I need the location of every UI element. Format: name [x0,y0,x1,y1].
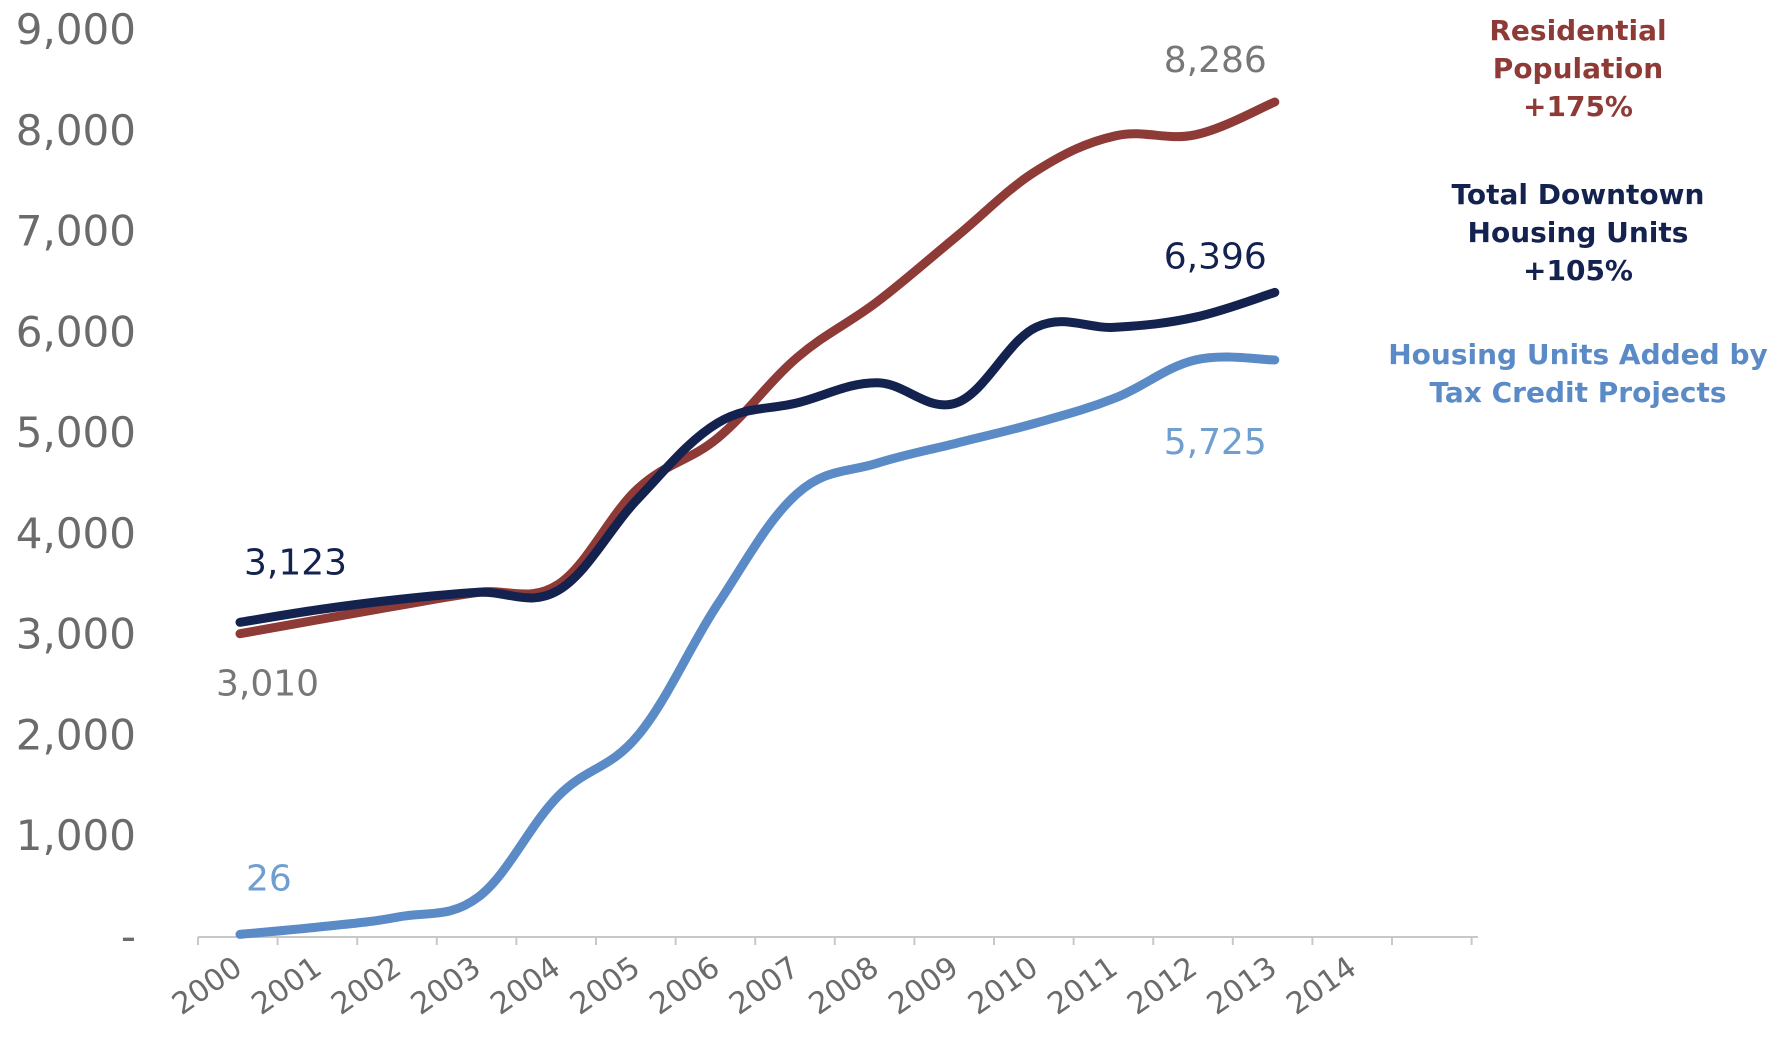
data-label-layer: 3,010 8,286 3,123 6,396 26 5,725 [216,40,1267,899]
x-tick-label: 2008 [803,950,886,1022]
x-tick-label: 2001 [246,950,329,1022]
data-label: 3,123 [244,542,347,583]
series-line-tax-credit [235,352,1280,939]
x-tick-label: 2005 [564,950,647,1022]
data-label: 5,725 [1164,422,1267,463]
x-tick-label: 2003 [405,950,488,1022]
x-tick-label: 2012 [1121,950,1204,1022]
legend-label: Population [1493,52,1663,85]
x-tick-label: 2013 [1201,950,1284,1022]
legend-label: +175% [1523,90,1633,123]
legend-label: Residential [1489,14,1666,47]
legend: Residential Population +175% Total Downtown… [1388,14,1768,409]
x-tick-label: 2000 [166,950,249,1022]
y-tick-label: - [121,912,136,961]
x-tick-label: 2006 [644,950,727,1022]
legend-entry-total-units: Total Downtown Housing Units +105% [1452,178,1705,287]
x-tick-label: 2009 [882,950,965,1022]
legend-entry-tax-credit: Housing Units Added by Tax Credit Project… [1388,338,1768,409]
series-layer [235,97,1280,939]
data-label: 8,286 [1164,40,1267,81]
x-tick-label: 2011 [1042,950,1125,1022]
data-label: 6,396 [1164,236,1267,277]
y-tick-label: 3,000 [16,610,136,659]
data-label: 3,010 [216,664,319,705]
y-tick-label: 6,000 [16,307,136,356]
x-tick-label: 2002 [325,950,408,1022]
x-tick-label: 2007 [723,950,806,1022]
legend-entry-residential: Residential Population +175% [1489,14,1666,123]
y-tick-label: 8,000 [16,106,136,155]
data-label: 26 [246,858,292,899]
legend-label: Tax Credit Projects [1429,376,1726,409]
legend-label: Total Downtown [1452,178,1705,211]
y-tick-label: 2,000 [16,710,136,759]
series-line-total-units [235,287,1280,627]
legend-label: +105% [1523,254,1633,287]
y-tick-label: 1,000 [16,811,136,860]
legend-label: Housing Units Added by [1388,338,1768,371]
legend-label: Housing Units [1468,216,1689,249]
x-tick-label: 2010 [962,950,1045,1022]
y-tick-label: 4,000 [16,509,136,558]
y-tick-label: 5,000 [16,408,136,457]
y-tick-label: 7,000 [16,207,136,256]
series-line-residential [235,97,1280,639]
y-axis: - 1,000 2,000 3,000 4,000 5,000 6,000 7,000 8,00… [16,5,136,961]
x-tick-label: 2014 [1280,950,1363,1022]
x-axis: 2000200120022003200420052006200720082009… [166,936,1478,1022]
y-tick-label: 9,000 [16,5,136,54]
x-tick-label: 2004 [484,950,567,1022]
